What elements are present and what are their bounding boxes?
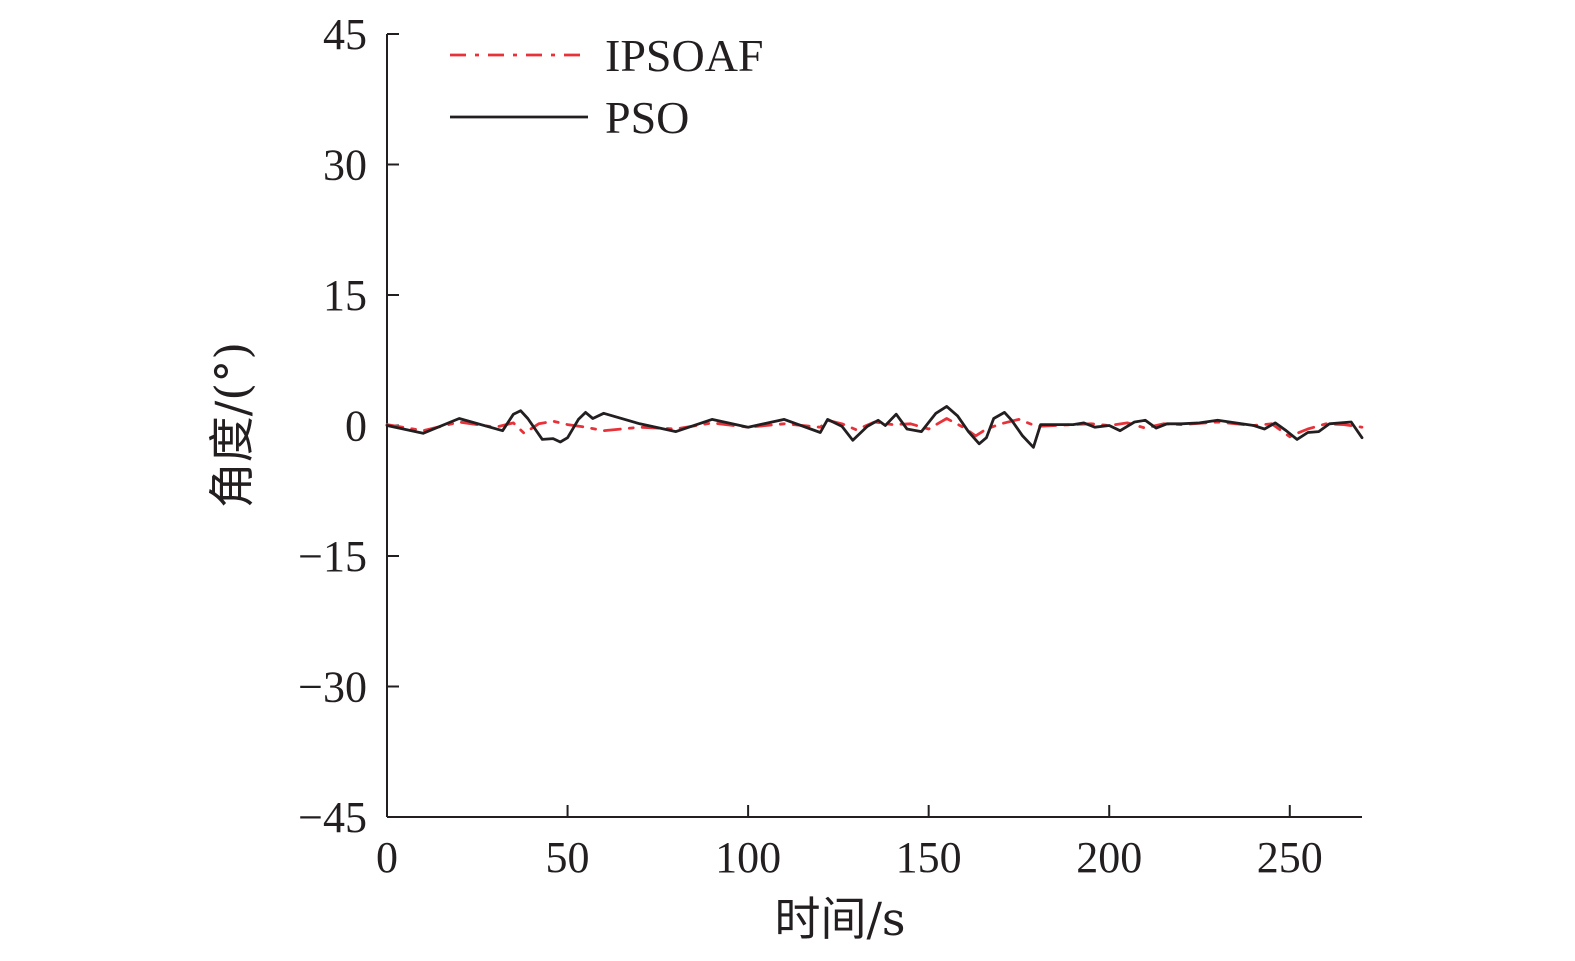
- plot-area: [385, 404, 1364, 449]
- x-tick-label: 100: [715, 833, 781, 882]
- y-tick-label: −45: [298, 793, 367, 842]
- legend-label-ipsoaf: IPSOAF: [605, 30, 764, 81]
- x-tick-label: 200: [1076, 833, 1142, 882]
- y-tick-label: 0: [345, 402, 367, 451]
- series-line-pso: [385, 404, 1364, 449]
- y-tick-label: 15: [323, 271, 367, 320]
- legend-label-pso: PSO: [605, 92, 689, 143]
- y-tick-label: −30: [298, 663, 367, 712]
- x-tick-label: 0: [376, 833, 398, 882]
- y-tick-label: 45: [323, 10, 367, 59]
- x-axis-label: 时间/s: [774, 892, 905, 946]
- y-tick-label: 30: [323, 141, 367, 190]
- legend: IPSOAF PSO: [450, 30, 764, 143]
- x-tick-label: 150: [896, 833, 962, 882]
- x-tick-label: 250: [1257, 833, 1323, 882]
- y-axis-label: 角度/(°): [205, 342, 259, 508]
- x-tick-label: 50: [546, 833, 590, 882]
- y-tick-label: −15: [298, 532, 367, 581]
